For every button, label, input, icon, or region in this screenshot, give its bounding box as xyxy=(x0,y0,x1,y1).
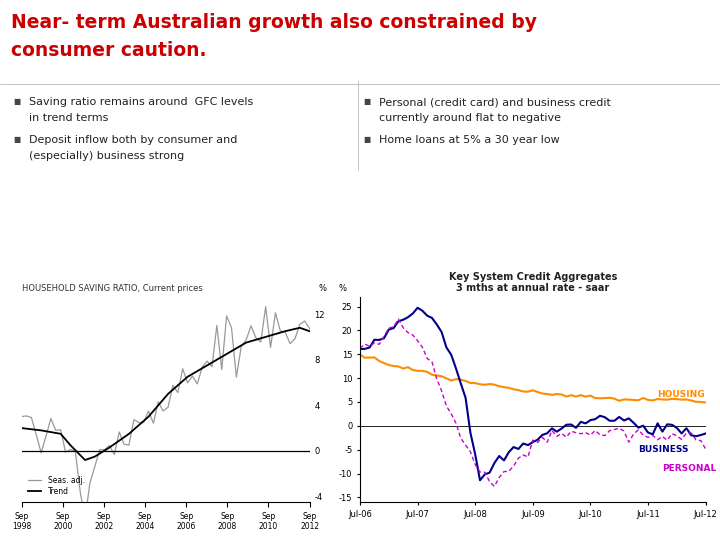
Text: Home loans at 5% a 30 year low: Home loans at 5% a 30 year low xyxy=(379,135,560,145)
Trend xyxy=(95,450,104,457)
Seas. adj. xyxy=(261,303,270,310)
Seas. adj. xyxy=(95,447,104,453)
Seas. adj. xyxy=(120,441,128,448)
Text: ■: ■ xyxy=(13,97,20,106)
Trend xyxy=(81,457,89,463)
Seas. adj. xyxy=(115,429,124,435)
Line: Seas. adj.: Seas. adj. xyxy=(22,307,310,519)
Text: (especially) business strong: (especially) business strong xyxy=(29,151,184,161)
Trend xyxy=(203,362,212,369)
Title: Key System Credit Aggregates
3 mths at annual rate - saar: Key System Credit Aggregates 3 mths at a… xyxy=(449,272,617,293)
Text: %: % xyxy=(338,284,346,293)
Text: BUSINESS: BUSINESS xyxy=(639,445,689,454)
Trend xyxy=(17,425,26,431)
Text: Personal (credit card) and business credit: Personal (credit card) and business cred… xyxy=(379,97,611,107)
Seas. adj. xyxy=(305,326,314,332)
Seas. adj. xyxy=(17,413,26,420)
Text: currently around flat to negative: currently around flat to negative xyxy=(379,113,562,124)
Trend xyxy=(105,444,114,451)
Trend xyxy=(115,437,124,444)
Legend: Seas. adj., Trend: Seas. adj., Trend xyxy=(25,474,87,498)
Text: Near- term Australian growth also constrained by: Near- term Australian growth also constr… xyxy=(11,14,537,32)
Seas. adj. xyxy=(105,442,114,449)
Text: HOUSEHOLD SAVING RATIO, Current prices: HOUSEHOLD SAVING RATIO, Current prices xyxy=(22,285,202,293)
Line: Trend: Trend xyxy=(22,328,310,460)
Seas. adj. xyxy=(203,358,212,365)
Text: %: % xyxy=(318,284,326,293)
Text: Deposit inflow both by consumer and: Deposit inflow both by consumer and xyxy=(29,135,237,145)
Trend xyxy=(305,328,314,334)
Seas. adj. xyxy=(81,516,89,522)
Text: PERSONAL: PERSONAL xyxy=(662,464,716,473)
Text: HOUSING: HOUSING xyxy=(657,390,705,399)
Trend xyxy=(120,434,128,441)
Text: Saving ratio remains around  GFC levels: Saving ratio remains around GFC levels xyxy=(29,97,253,107)
Text: in trend terms: in trend terms xyxy=(29,113,108,124)
Text: consumer caution.: consumer caution. xyxy=(11,40,207,59)
Text: ■: ■ xyxy=(13,135,20,144)
Seas. adj. xyxy=(66,446,75,453)
Text: ■: ■ xyxy=(364,97,371,106)
Trend xyxy=(66,442,75,448)
Text: ■: ■ xyxy=(364,135,371,144)
Trend xyxy=(295,325,304,331)
